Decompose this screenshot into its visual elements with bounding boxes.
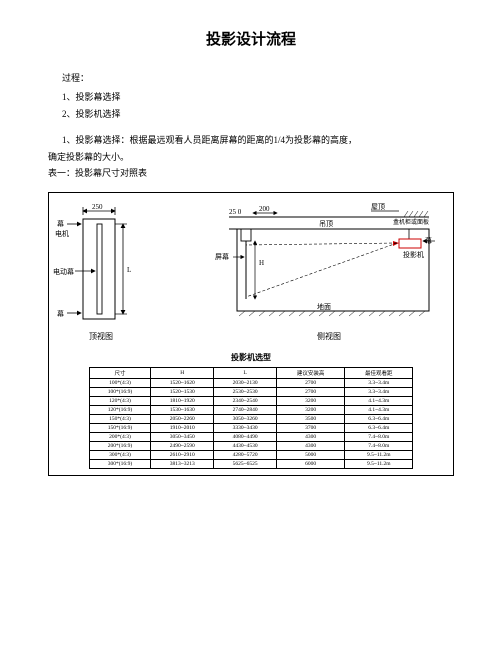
para-1b: 确定投影幕的大小。 [48,151,454,164]
th-4: 最佳观看距 [345,367,413,378]
table-cell: 2340~2540 [214,396,277,405]
table-cell: 4080~4490 [214,432,277,441]
table-row: 200*(16:9)2490~25904430~453043007.4~8.0m [89,441,413,450]
dim-250r: 25 0 [229,208,242,216]
table-title: 投影机选型 [53,352,449,363]
table-cell: 4.1~4.3m [345,396,413,405]
table-cell: 3050~3450 [151,432,214,441]
table-cell: 2740~2840 [214,405,277,414]
step-1: 1、投影幕选择 [62,90,454,103]
table-cell: 4430~4530 [214,441,277,450]
table-cell: 2490~2590 [151,441,214,450]
diagram-side-view: 屋顶 25 0 200 吊顶 盒机柜或面板 幕 [199,199,449,344]
dim-200r: 200 [259,205,270,213]
table-cell: 2700 [277,378,345,387]
table-cell: 3500 [277,414,345,423]
table-cell: 120*(4:3) [89,396,151,405]
table-row: 150*(16:9)1910~20103330~343037006.3~6.4m [89,423,413,432]
table-cell: 3050~3260 [214,414,277,423]
process-block: 过程： 1、投影幕选择 2、投影机选择 [48,71,454,120]
para-1a: 1、投影幕选择：根据最远观看人员距离屏幕的距离的1/4为投影幕的高度， [62,134,454,147]
label-roof: 屋顶 [371,203,385,211]
table-cell: 3813~3213 [151,459,214,468]
table-row: 300*(16:9)3813~32135625~652560009.5~11.2… [89,459,413,468]
th-1: H [151,367,214,378]
table-cell: 2530~2530 [214,387,277,396]
caption-side: 侧视图 [317,331,341,341]
process-label: 过程： [62,71,454,84]
label-box: 盒机柜或面板 [393,218,429,226]
table-cell: 5625~6525 [214,459,277,468]
table-cell: 1910~2010 [151,423,214,432]
table-header-row: 尺寸 H L 建议安装高 最佳观看距 [89,367,413,378]
table-cell: 200*(4:3) [89,432,151,441]
table-cell: 100*(4:3) [89,378,151,387]
table-cell: 3.3~3.4m [345,378,413,387]
table-cell: 9.5~11.2m [345,459,413,468]
table-cell: 2610~2910 [151,450,214,459]
th-3: 建议安装高 [277,367,345,378]
table-cell: 150*(4:3) [89,414,151,423]
th-0: 尺寸 [89,367,151,378]
table-cell: 7.4~8.0m [345,441,413,450]
table-cell: 3.3~3.4m [345,387,413,396]
table-cell: 9.5~11.2m [345,450,413,459]
table-cell: 1810~1920 [151,396,214,405]
table-row: 300*(4:3)2610~29104280~572050009.5~11.2m [89,450,413,459]
diagram-top-view: 250 幕 电机 电动幕 幕 L 顶视图 [53,199,163,344]
table-row: 200*(4:3)3050~34504080~449043007.4~8.0m [89,432,413,441]
table-cell: 6000 [277,459,345,468]
label-ceiling: 吊顶 [319,220,333,228]
table-cell: 150*(16:9) [89,423,151,432]
table-cell: 4.1~4.3m [345,405,413,414]
table-cell: 300*(16:9) [89,459,151,468]
table-cell: 4300 [277,441,345,450]
label-proj: 投影机 [403,250,424,259]
table-cell: 3700 [277,423,345,432]
th-2: L [214,367,277,378]
label-ground: 地面 [317,302,331,311]
table-row: 120*(16:9)1530~16302740~284032004.1~4.3m [89,405,413,414]
table-cell: 200*(16:9) [89,441,151,450]
table-cell: 1520~1530 [151,387,214,396]
table-cell: 4280~5720 [214,450,277,459]
table-row: 120*(4:3)1810~19202340~254032004.1~4.3m [89,396,413,405]
label-L: L [127,266,131,274]
para-2: 表一：投影幕尺寸对照表 [48,167,454,180]
table-cell: 100*(16:9) [89,387,151,396]
label-jt-top: 幕 [57,219,64,228]
table-cell: 120*(16:9) [89,405,151,414]
table-cell: 3330~3430 [214,423,277,432]
figure-box: 250 幕 电机 电动幕 幕 L 顶视图 [48,192,454,476]
table-cell: 3200 [277,405,345,414]
selection-table: 尺寸 H L 建议安装高 最佳观看距 100*(4:3)1520~1620203… [89,367,414,469]
label-H: H [259,259,264,267]
label-screen-r: 屏幕 [215,252,229,261]
table-cell: 5000 [277,450,345,459]
page-title: 投影设计流程 [48,28,454,49]
table-cell: 1520~1620 [151,378,214,387]
table-cell: 6.3~6.4m [345,414,413,423]
table-cell: 2050~2260 [151,414,214,423]
table-cell: 1530~1630 [151,405,214,414]
table-row: 100*(16:9)1520~15302530~253027003.3~3.4m [89,387,413,396]
table-cell: 7.4~8.0m [345,432,413,441]
label-electric-screen: 电动幕 [53,267,74,276]
table-row: 100*(4:3)1520~16202030~213027003.3~3.4m [89,378,413,387]
desc-block: 1、投影幕选择：根据最远观看人员距离屏幕的距离的1/4为投影幕的高度， 确定投影… [48,134,454,180]
label-jt-bottom: 幕 [57,309,64,318]
table-row: 150*(4:3)2050~22603050~326035006.3~6.4m [89,414,413,423]
table-cell: 4300 [277,432,345,441]
label-motor: 电机 [55,229,69,238]
table-cell: 2030~2130 [214,378,277,387]
step-2: 2、投影机选择 [62,107,454,120]
dim-250: 250 [92,203,103,211]
caption-top: 顶视图 [89,331,113,341]
table-cell: 6.3~6.4m [345,423,413,432]
table-cell: 3200 [277,396,345,405]
table-cell: 2700 [277,387,345,396]
table-cell: 300*(4:3) [89,450,151,459]
